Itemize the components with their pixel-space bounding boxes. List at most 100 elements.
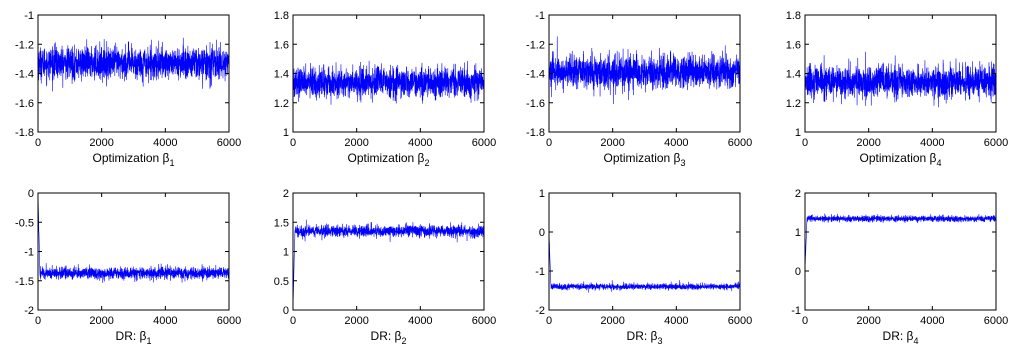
x-tick-label: 6000: [984, 137, 1008, 149]
y-tick-label: 1.2: [786, 98, 801, 110]
y-tick-label: -1.8: [526, 127, 545, 139]
x-axis-label-main: Optimization β: [860, 151, 937, 165]
x-axis-label-main: Optimization β: [93, 151, 170, 165]
y-tick-label: -1: [535, 266, 545, 278]
x-tick-label: 6000: [728, 137, 752, 149]
y-tick-label: 1.2: [274, 98, 289, 110]
y-tick-label: 1: [539, 188, 545, 200]
y-tick-label: -1.4: [526, 69, 545, 81]
trace-line: [804, 213, 997, 271]
x-tick-label: 0: [290, 137, 296, 149]
x-tick-label: 6000: [984, 315, 1008, 327]
subplot-5: 0 2000 4000 6000 -2 -1.5 -1 -0.5 0 DR: β1: [15, 188, 241, 346]
subplot-1: 0 2000 4000 6000 -1.8 -1.6 -1.4 -1.2 -1 Optimizat…: [15, 10, 241, 168]
x-tick-label: 6000: [728, 315, 752, 327]
trace-line: [292, 60, 485, 105]
x-axis-label: Optimization β4: [860, 151, 942, 168]
x-tick-label: 6000: [217, 315, 241, 327]
x-tick-label: 4000: [408, 315, 432, 327]
tick-marks: [37, 192, 230, 311]
x-tick-label: 0: [35, 137, 41, 149]
y-tick-label: 0: [795, 266, 801, 278]
y-tick-label: -1.6: [15, 98, 34, 110]
x-axis-label-subscript: 3: [680, 158, 685, 168]
y-tick-label: -1.2: [526, 39, 545, 51]
x-tick-label: 2000: [856, 137, 880, 149]
y-tick-label: 0.5: [274, 276, 289, 288]
y-tick-label: 1.8: [274, 10, 289, 22]
trace-line: [548, 230, 741, 293]
trace-line: [37, 37, 230, 92]
x-axis-label: DR: β4: [883, 329, 919, 346]
y-tick-label: 0: [28, 188, 34, 200]
y-tick-label: 1.5: [274, 217, 289, 229]
x-axis-label-subscript: 3: [657, 336, 662, 346]
y-tick-label: -2: [535, 305, 545, 317]
x-tick-label: 2000: [89, 137, 113, 149]
x-tick-label: 2000: [344, 315, 368, 327]
x-axis-label-subscript: 2: [424, 158, 429, 168]
trace-line: [37, 193, 230, 283]
tick-marks: [37, 14, 230, 133]
y-tick-label: -1.2: [15, 39, 34, 51]
x-tick-label: 4000: [408, 137, 432, 149]
y-tick-label: 1.6: [274, 39, 289, 51]
y-tick-label: -2: [24, 305, 34, 317]
x-axis-label: Optimization β3: [604, 151, 686, 168]
trace-line: [804, 51, 997, 108]
x-tick-label: 2000: [600, 137, 624, 149]
x-axis-label-subscript: 2: [401, 336, 406, 346]
x-axis-label-subscript: 4: [936, 158, 941, 168]
x-tick-label: 4000: [664, 315, 688, 327]
y-tick-label: 1: [795, 227, 801, 239]
plot-frame: [37, 192, 230, 311]
tick-marks: [292, 192, 485, 311]
y-tick-label: 1.6: [786, 39, 801, 51]
y-tick-label: -0.5: [15, 217, 34, 229]
x-axis-label: Optimization β1: [93, 151, 175, 168]
y-tick-label: 0: [539, 227, 545, 239]
x-axis-label-subscript: 4: [913, 336, 918, 346]
subplot-4: 0 2000 4000 6000 1 1.2 1.4 1.6 1.8 Optimization β…: [786, 10, 1009, 168]
x-tick-label: 4000: [920, 315, 944, 327]
x-tick-label: 0: [802, 137, 808, 149]
x-tick-label: 2000: [344, 137, 368, 149]
x-axis-label: DR: β1: [116, 329, 152, 346]
plot-frame: [292, 192, 485, 311]
y-tick-label: 1: [283, 127, 289, 139]
y-tick-label: -1: [24, 247, 34, 259]
y-tick-label: -1.8: [15, 127, 34, 139]
y-tick-label: 2: [283, 188, 289, 200]
x-axis-label-main: Optimization β: [604, 151, 681, 165]
y-tick-label: -1.6: [526, 98, 545, 110]
x-axis-label-main: DR: β: [883, 329, 914, 343]
subplot-2: 0 2000 4000 6000 1 1.2 1.4 1.6 1.8 Optimization β…: [274, 10, 497, 168]
x-tick-label: 6000: [217, 137, 241, 149]
y-tick-label: 1: [283, 247, 289, 259]
x-tick-label: 4000: [153, 315, 177, 327]
x-tick-label: 0: [290, 315, 296, 327]
y-tick-label: 1.4: [274, 69, 289, 81]
x-tick-label: 2000: [89, 315, 113, 327]
y-tick-label: 2: [795, 188, 801, 200]
x-tick-label: 6000: [472, 137, 496, 149]
y-tick-label: -1.4: [15, 69, 34, 81]
y-tick-label: -1.5: [15, 276, 34, 288]
y-tick-label: -1: [535, 10, 545, 22]
x-tick-label: 0: [35, 315, 41, 327]
tick-marks: [292, 14, 485, 133]
tick-marks: [548, 14, 741, 133]
subplot-7: 0 2000 4000 6000 -2 -1 0 1 DR: β3: [535, 188, 752, 346]
tick-marks: [548, 192, 741, 311]
trace-line: [292, 219, 485, 311]
x-axis-label: DR: β2: [371, 329, 407, 346]
x-tick-label: 0: [802, 315, 808, 327]
x-axis-label: Optimization β2: [348, 151, 430, 168]
x-tick-label: 4000: [153, 137, 177, 149]
x-axis-label-main: DR: β: [371, 329, 402, 343]
x-tick-label: 6000: [472, 315, 496, 327]
